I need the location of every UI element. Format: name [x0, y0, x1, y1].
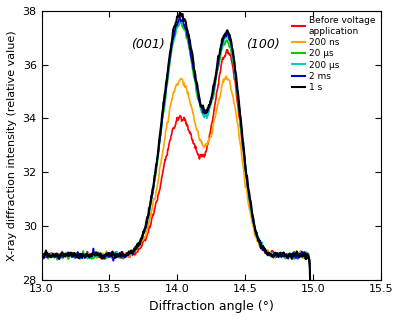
- 200 ns: [246, 198, 250, 202]
- 1 s: [332, 300, 337, 303]
- 200 ns: [256, 239, 260, 243]
- 1 s: [60, 251, 65, 255]
- 200 μs: [256, 235, 260, 239]
- 20 μs: [368, 302, 373, 306]
- 2 ms: [332, 300, 337, 304]
- 200 μs: [332, 299, 336, 303]
- 200 ns: [297, 252, 302, 256]
- X-axis label: Diffraction angle (°): Diffraction angle (°): [149, 300, 274, 313]
- 1 s: [378, 300, 383, 304]
- 2 ms: [256, 238, 260, 242]
- Before voltage
application: [246, 188, 250, 191]
- 20 μs: [332, 301, 336, 305]
- 200 ns: [332, 300, 337, 304]
- 2 ms: [297, 256, 302, 260]
- 200 μs: [39, 254, 44, 258]
- 200 ns: [322, 302, 326, 306]
- Before voltage
application: [60, 255, 65, 259]
- 1 s: [236, 100, 241, 104]
- 20 μs: [378, 299, 383, 303]
- Line: 20 μs: 20 μs: [42, 20, 381, 304]
- Text: (001): (001): [130, 38, 164, 51]
- 200 ns: [60, 254, 65, 258]
- 20 μs: [246, 188, 250, 192]
- 20 μs: [256, 236, 260, 240]
- Before voltage
application: [225, 48, 230, 52]
- 2 ms: [39, 257, 44, 261]
- Y-axis label: X-ray diffraction intensity (relative value): X-ray diffraction intensity (relative va…: [7, 30, 17, 260]
- 200 μs: [246, 187, 250, 191]
- Before voltage
application: [365, 303, 370, 307]
- 200 ns: [39, 254, 44, 258]
- 20 μs: [178, 19, 183, 22]
- Line: 1 s: 1 s: [42, 13, 381, 303]
- Line: 2 ms: 2 ms: [42, 17, 381, 304]
- Before voltage
application: [39, 251, 44, 255]
- Before voltage
application: [297, 252, 302, 256]
- 200 μs: [236, 102, 241, 106]
- Before voltage
application: [378, 301, 383, 305]
- Line: 200 ns: 200 ns: [42, 76, 381, 304]
- Line: Before voltage
application: Before voltage application: [42, 50, 381, 305]
- 20 μs: [297, 255, 302, 259]
- 1 s: [297, 255, 302, 259]
- 2 ms: [246, 187, 250, 190]
- 1 s: [246, 183, 250, 187]
- 200 ns: [224, 74, 229, 78]
- 2 ms: [236, 102, 241, 106]
- 2 ms: [378, 299, 383, 302]
- 1 s: [178, 11, 183, 15]
- 1 s: [256, 237, 260, 241]
- 2 ms: [177, 15, 182, 19]
- 200 ns: [378, 299, 383, 303]
- Before voltage
application: [332, 300, 336, 303]
- Line: 200 μs: 200 μs: [42, 21, 381, 305]
- Before voltage
application: [256, 238, 260, 242]
- 200 μs: [378, 303, 383, 307]
- 2 ms: [331, 302, 336, 306]
- 20 μs: [60, 253, 65, 257]
- 200 μs: [60, 250, 65, 254]
- 1 s: [328, 301, 333, 305]
- 20 μs: [39, 256, 44, 260]
- 20 μs: [236, 105, 241, 108]
- 200 μs: [177, 19, 182, 23]
- 2 ms: [60, 255, 65, 259]
- Text: (100): (100): [246, 38, 280, 51]
- 200 ns: [236, 134, 241, 138]
- Before voltage
application: [236, 114, 241, 118]
- 1 s: [39, 252, 44, 256]
- 200 μs: [297, 254, 302, 258]
- Legend: Before voltage
application, 200 ns, 20 μs, 200 μs, 2 ms, 1 s: Before voltage application, 200 ns, 20 μ…: [291, 15, 376, 93]
